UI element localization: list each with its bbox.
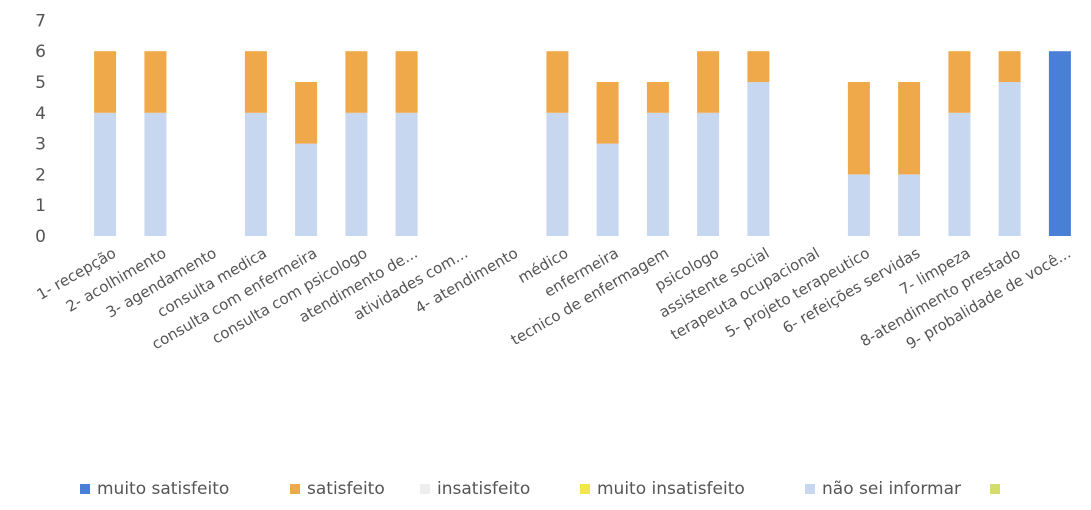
y-tick-label: 1	[35, 196, 46, 216]
bar-segment	[244, 51, 267, 113]
y-tick-label: 2	[35, 165, 46, 185]
bar-segment	[144, 112, 167, 236]
bar-segment	[646, 82, 669, 113]
bars-group	[94, 51, 1071, 237]
bar-segment	[898, 174, 921, 236]
bar-segment	[948, 51, 971, 113]
legend-swatch	[290, 484, 300, 494]
bar-segment	[1048, 51, 1071, 237]
bar-segment	[94, 51, 117, 113]
bar-segment	[847, 174, 870, 236]
bar-segment	[144, 51, 167, 113]
bar-segment	[697, 112, 720, 236]
legend-swatch	[80, 484, 90, 494]
bar-segment	[345, 112, 368, 236]
y-tick-label: 7	[35, 11, 46, 31]
bar-segment	[596, 82, 619, 144]
legend-label: não sei informar	[822, 479, 961, 499]
bar-segment	[998, 82, 1021, 236]
bar-segment	[395, 51, 418, 113]
bar-segment	[295, 82, 318, 144]
bar-segment	[345, 51, 368, 113]
legend-swatch	[805, 484, 815, 494]
bar-segment	[646, 112, 669, 236]
legend-swatch	[420, 484, 430, 494]
y-tick-label: 3	[35, 135, 46, 155]
bar-segment	[244, 112, 267, 236]
y-tick-label: 5	[35, 73, 46, 93]
bar-segment	[747, 51, 770, 82]
y-tick-label: 4	[35, 104, 46, 124]
legend-label: muito insatisfeito	[597, 479, 745, 499]
bar-segment	[847, 82, 870, 175]
legend-label: satisfeito	[307, 479, 385, 499]
bar-segment	[697, 51, 720, 113]
bar-segment	[948, 112, 971, 236]
legend-label: insatisfeito	[437, 479, 530, 499]
y-tick-label: 6	[35, 42, 46, 62]
bar-segment	[546, 112, 569, 236]
bar-segment	[94, 112, 117, 236]
bar-segment	[898, 82, 921, 175]
bar-segment	[747, 82, 770, 236]
legend-swatch	[580, 484, 590, 494]
bar-segment	[295, 143, 318, 236]
bar-segment	[998, 51, 1021, 82]
bar-segment	[395, 112, 418, 236]
legend-swatch	[990, 484, 1000, 494]
bar-segment	[546, 51, 569, 113]
legend-label: muito satisfeito	[97, 479, 229, 499]
y-axis: 0 1 2 3 4 5 6 7	[35, 11, 46, 247]
bar-segment	[596, 143, 619, 236]
legend: muito satisfeito satisfeito insatisfeito mu…	[80, 479, 1000, 499]
y-tick-label: 0	[35, 227, 46, 247]
